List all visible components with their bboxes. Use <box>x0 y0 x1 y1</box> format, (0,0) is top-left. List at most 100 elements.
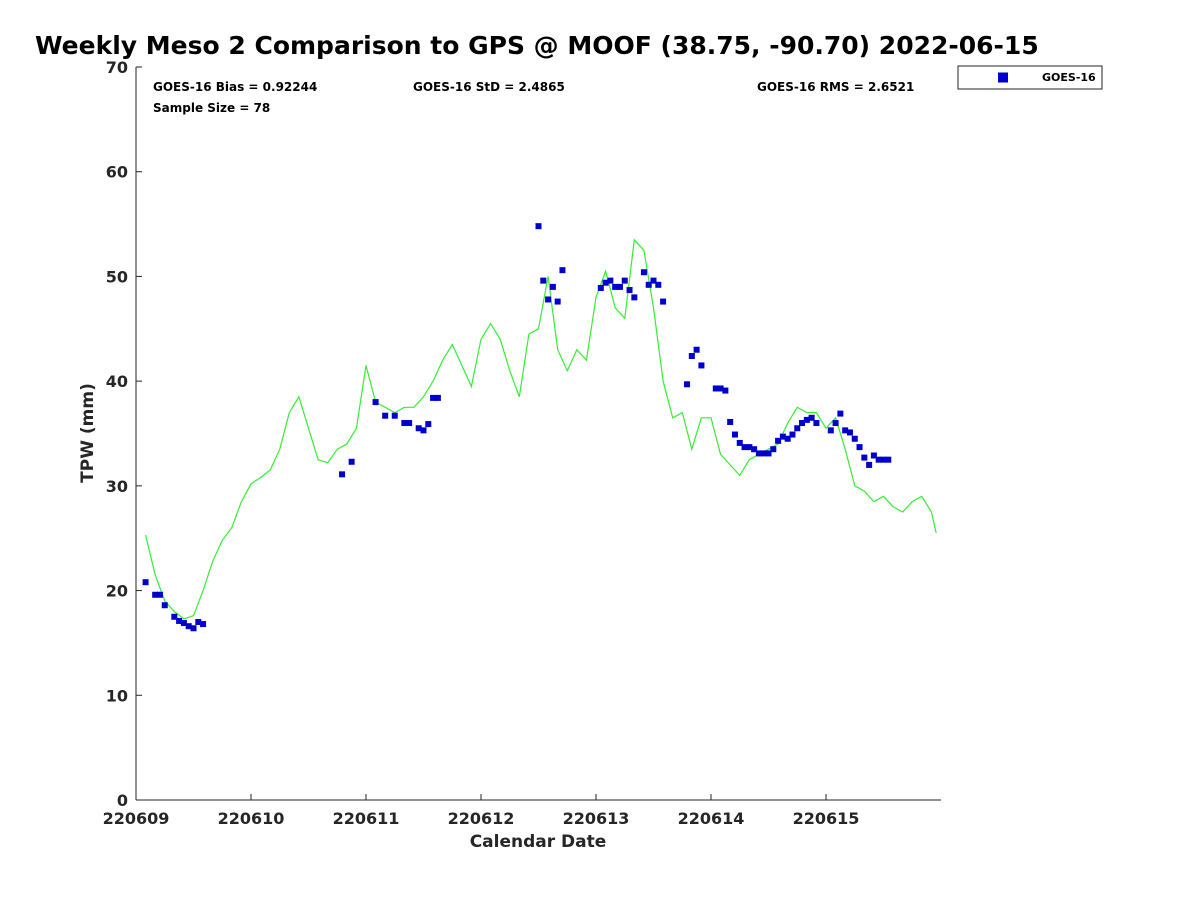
goes16-point <box>693 346 700 353</box>
goes16-point <box>784 435 791 442</box>
goes16-point <box>717 385 724 392</box>
x-axis-ticks: 220609 220610 220611 220612 220613 220614 2206… <box>103 794 859 828</box>
goes16-point <box>401 420 408 427</box>
legend-box <box>957 65 1103 90</box>
goes16-point <box>195 618 202 625</box>
goes16-point <box>760 450 767 457</box>
goes16-point <box>698 362 705 369</box>
goes16-point <box>540 277 547 284</box>
goes16-point <box>142 579 149 586</box>
goes16-point <box>607 277 614 284</box>
goes16-point <box>755 450 762 457</box>
goes16-point <box>406 420 413 427</box>
goes16-point <box>420 427 427 434</box>
goes16-point <box>549 283 556 290</box>
goes16-point <box>827 427 834 434</box>
y-tick-label: 60 <box>106 163 128 182</box>
goes16-point <box>430 394 437 401</box>
goes16-point <box>885 456 892 463</box>
y-tick-label: 50 <box>106 267 128 286</box>
goes16-point <box>813 420 820 427</box>
goes16-point <box>391 412 398 419</box>
goes16-point <box>434 394 441 401</box>
goes16-point <box>339 471 346 478</box>
legend-label-goes16: GOES-16 <box>1042 71 1096 84</box>
goes16-point <box>612 283 619 290</box>
goes16-point <box>602 279 609 286</box>
goes16-point <box>842 427 849 434</box>
y-tick-label: 70 <box>106 58 128 77</box>
goes16-point <box>554 298 561 305</box>
goes16-point <box>741 444 748 451</box>
goes16-point <box>861 454 868 461</box>
goes16-point <box>846 429 853 436</box>
std-stat: GOES-16 StD = 2.4865 <box>413 80 565 94</box>
goes16-point <box>171 613 178 620</box>
goes16-point <box>779 433 786 440</box>
y-tick-label: 40 <box>106 372 128 391</box>
x-tick-label: 220612 <box>448 809 515 828</box>
goes16-point <box>161 602 168 609</box>
goes16-point <box>645 281 652 288</box>
legend-marker-goes16 <box>998 72 1008 83</box>
goes16-point <box>382 412 389 419</box>
goes16-point <box>621 277 628 284</box>
y-tick-label: 10 <box>106 686 128 705</box>
gps-tpw-line <box>145 238 937 620</box>
goes16-point <box>348 458 355 465</box>
goes16-point <box>190 625 197 632</box>
goes16-point <box>775 437 782 444</box>
bias-stat: GOES-16 Bias = 0.92244 <box>153 80 317 94</box>
goes16-point <box>746 444 753 451</box>
goes16-point <box>803 416 810 423</box>
goes16-point <box>200 621 207 628</box>
series-layer <box>142 223 937 632</box>
goes16-point <box>176 617 183 624</box>
x-tick-label: 220609 <box>103 809 170 828</box>
chart-title: Weekly Meso 2 Comparison to GPS @ MOOF (… <box>35 31 1039 60</box>
goes16-point <box>156 591 163 598</box>
goes16-point <box>832 420 839 427</box>
goes16-point <box>425 421 432 428</box>
goes16-point <box>799 420 806 427</box>
goes16-point <box>684 381 691 388</box>
goes16-point <box>837 410 844 417</box>
goes16-point <box>180 620 187 627</box>
goes16-point <box>631 294 638 301</box>
x-tick-label: 220613 <box>563 809 630 828</box>
goes16-point <box>770 446 777 453</box>
goes16-point <box>736 439 743 446</box>
goes16-point <box>559 267 566 274</box>
goes16-point <box>535 223 542 230</box>
goes16-point <box>660 298 667 305</box>
goes16-point <box>712 385 719 392</box>
x-axis-label: Calendar Date <box>470 832 607 852</box>
goes16-point <box>794 425 801 432</box>
goes16-point <box>870 452 877 459</box>
goes16-point <box>765 450 772 457</box>
y-tick-label: 30 <box>106 477 128 496</box>
goes16-point <box>372 399 379 406</box>
x-tick-label: 220610 <box>218 809 285 828</box>
plot-area: 0 10 20 30 40 50 60 70 220609 220610 220611 220612… <box>103 58 941 828</box>
x-tick-label: 220614 <box>678 809 745 828</box>
goes16-point <box>751 446 758 453</box>
goes16-point <box>650 277 657 284</box>
goes16-point <box>545 296 552 303</box>
goes16-point <box>626 287 633 294</box>
goes16-point <box>875 456 882 463</box>
goes16-point <box>688 353 695 360</box>
goes16-point <box>616 283 623 290</box>
goes16-point <box>640 269 647 276</box>
goes16-point <box>415 425 422 432</box>
rms-stat: GOES-16 RMS = 2.6521 <box>757 80 914 94</box>
plot-background <box>136 67 941 800</box>
y-axis-label: TPW (mm) <box>78 383 98 483</box>
y-axis-ticks: 0 10 20 30 40 50 60 70 <box>106 58 142 810</box>
legend: GOES-16 <box>957 65 1103 90</box>
goes16-point <box>789 431 796 438</box>
goes16-point <box>808 414 815 421</box>
goes16-point <box>851 435 858 442</box>
goes16-point <box>722 387 729 394</box>
